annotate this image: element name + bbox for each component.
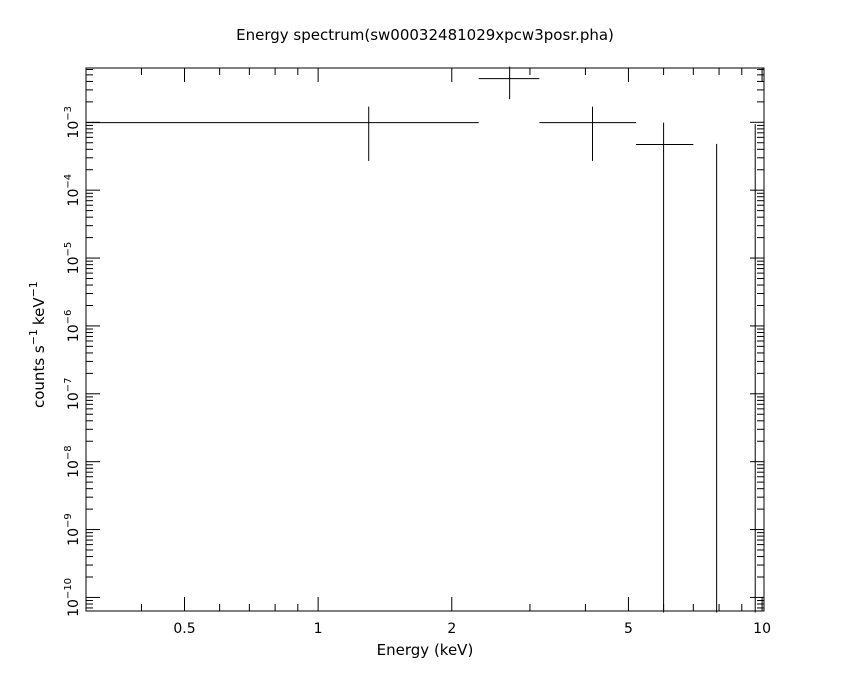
plot-frame: [85, 67, 765, 612]
x-axis: 0.5 1 2 5 10: [85, 68, 771, 637]
y-tick-label-base: 10: [66, 189, 82, 207]
y-tick-label-exponent: −7: [63, 378, 74, 393]
data-point: [539, 106, 637, 161]
y-tick-label: 10−7: [63, 378, 82, 411]
y-axis-label-main: counts s: [30, 345, 48, 408]
x-tick-label: 2: [447, 621, 456, 637]
y-tick-label: 10−9: [63, 513, 82, 546]
y-tick-label-exponent: −4: [63, 174, 74, 189]
y-tick-label-exponent: −9: [63, 513, 74, 528]
y-tick-label-exponent: −8: [63, 445, 74, 460]
y-tick-label-base: 10: [66, 599, 82, 617]
y-tick-label-base: 10: [66, 257, 82, 275]
x-tick-label: 5: [624, 621, 633, 637]
data-point: [636, 122, 694, 613]
x-tick-label: 1: [314, 621, 323, 637]
y-tick-label: 10−10: [63, 578, 82, 617]
x-axis-label: Energy (keV): [377, 641, 474, 659]
y-axis-label: counts s−1keV−1: [27, 281, 48, 408]
data-point: [478, 66, 540, 100]
y-tick-label-base: 10: [66, 324, 82, 342]
y-tick-label-exponent: −5: [63, 242, 74, 257]
y-tick-label-exponent: −3: [63, 106, 74, 121]
y-axis-label-unit: keV: [30, 297, 48, 325]
y-tick-label-base: 10: [66, 121, 82, 139]
y-tick-label: 10−5: [63, 242, 82, 275]
y-tick-label: 10−6: [63, 310, 82, 343]
chart-title: Energy spectrum(sw00032481029xpcw3posr.p…: [236, 26, 614, 44]
y-tick-label-exponent: −6: [63, 310, 74, 325]
y-tick-label-base: 10: [66, 460, 82, 478]
data-point: [86, 106, 479, 161]
x-tick-label: 0.5: [173, 621, 195, 637]
y-axis: 10−310−410−510−610−710−810−910−10: [63, 68, 764, 617]
x-tick-label: 10: [753, 621, 771, 637]
y-tick-label-exponent: −10: [63, 578, 74, 599]
y-tick-label: 10−4: [63, 174, 82, 207]
y-tick-label: 10−8: [63, 445, 82, 478]
y-axis-label-sup2: −1: [27, 281, 40, 297]
data-series: [86, 66, 756, 613]
y-tick-label-base: 10: [66, 528, 82, 546]
y-tick-label: 10−3: [63, 106, 82, 139]
y-axis-label-sup1: −1: [27, 329, 40, 345]
y-tick-label-base: 10: [66, 392, 82, 410]
